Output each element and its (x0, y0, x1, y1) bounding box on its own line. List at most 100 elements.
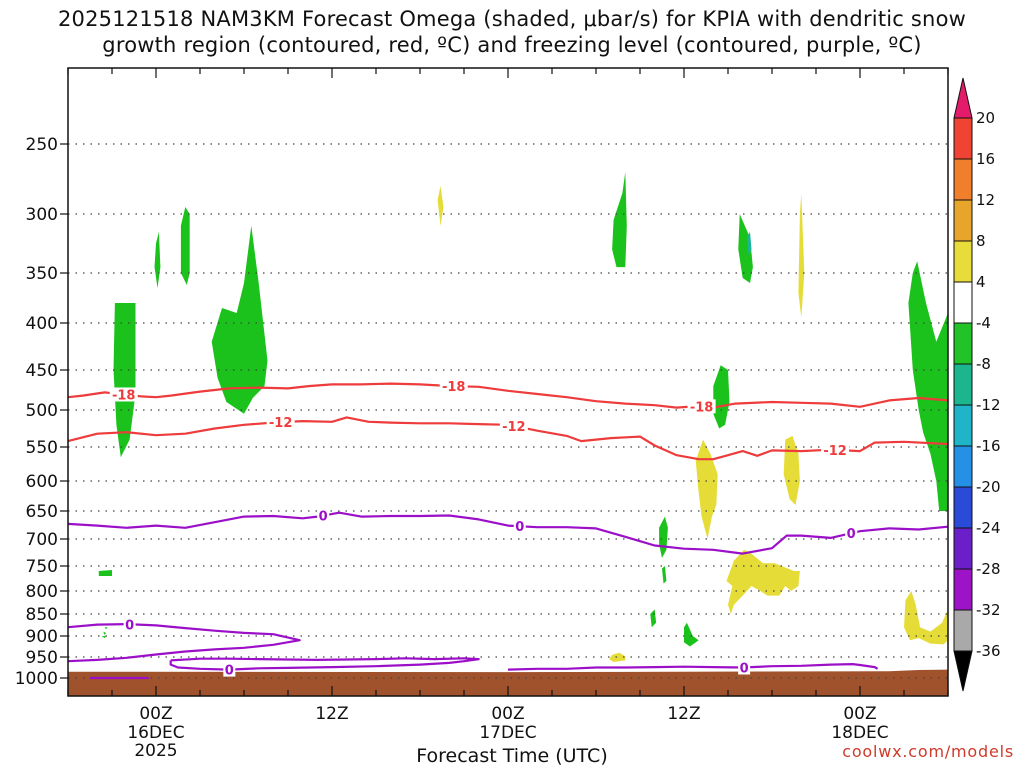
omega-cell (103, 631, 107, 636)
title-line-1: 2025121518 NAM3KM Forecast Omega (shaded… (57, 7, 966, 31)
freezing-level-contour (67, 511, 949, 555)
omega-cell (98, 570, 112, 576)
title-line-2: growth region (contoured, red, ºC) and f… (102, 33, 922, 57)
chart-title: 2025121518 NAM3KM Forecast Omega (shaded… (0, 6, 1024, 58)
colorbar-label: 8 (976, 232, 986, 250)
freezing-level-contour-label: 0 (319, 510, 328, 525)
colorbar-top-arrow (953, 77, 973, 119)
contour-label-bg (499, 418, 528, 433)
colorbar-box (953, 199, 973, 242)
x-tick-label: 00Z (843, 704, 876, 724)
contour-label-bg (845, 526, 858, 541)
x-tick-label: 12Z (315, 704, 348, 724)
y-tick-label: 700 (26, 530, 58, 550)
terrain-surface (68, 669, 948, 696)
colorbar-box (953, 117, 973, 160)
y-tick-label: 900 (26, 627, 58, 647)
x-tick-date: 18DEC (831, 723, 888, 743)
colorbar-box (953, 240, 973, 283)
omega-cell (783, 435, 800, 505)
omega-cell (798, 193, 805, 318)
colorbar-box (953, 322, 973, 365)
contour-label-bg (223, 662, 236, 677)
x-tick-date: 17DEC (479, 723, 536, 743)
x-tick-label: 12Z (667, 704, 700, 724)
y-tick-label: 800 (26, 582, 58, 602)
plot-frame (67, 67, 949, 697)
omega-shading (98, 172, 948, 662)
contour-label-bg (109, 387, 138, 402)
colorbar-label: -16 (976, 437, 1001, 455)
y-tick-label: 650 (26, 502, 58, 522)
omega-cell (154, 231, 161, 288)
contour-minus18-label: -18 (690, 400, 714, 415)
colorbar-label: -20 (976, 478, 1001, 496)
omega-cell (650, 609, 657, 628)
freezing-level-contour-label: 0 (515, 520, 524, 535)
surface-zero-contour (507, 663, 879, 671)
omega-cell (747, 231, 752, 256)
colorbar-label: -8 (976, 355, 991, 373)
colorbar-box (953, 568, 973, 611)
contour-label-bg (513, 519, 526, 534)
contour-minus12-label: -12 (823, 444, 847, 459)
omega-cell (101, 636, 107, 639)
y-tick-label: 450 (26, 361, 58, 381)
omega-cell (609, 652, 626, 662)
y-tick-label: 550 (26, 438, 58, 458)
colorbar-box (953, 445, 973, 488)
colorbar-box (953, 527, 973, 570)
omega-cell (738, 214, 753, 283)
omega-cell (908, 261, 948, 511)
omega-cell (113, 303, 136, 458)
colorbar-box (953, 609, 973, 652)
y-tick-label: 400 (26, 314, 58, 334)
colorbar-label: -28 (976, 560, 1001, 578)
y-tick-label: 250 (26, 135, 58, 155)
y-tick-label: 950 (26, 648, 58, 668)
y-tick-label: 750 (26, 557, 58, 577)
credit-text: coolwx.com/models (842, 742, 1014, 761)
colorbar-label: -12 (976, 396, 1001, 414)
colorbar-bottom-arrow (953, 650, 973, 692)
y-tick-label: 600 (26, 472, 58, 492)
contour-label-bg (687, 399, 716, 414)
contour-minus18-label: -18 (442, 380, 466, 395)
omega-cell (104, 627, 108, 630)
omega-cell (659, 516, 668, 558)
x-tick-year: 2025 (134, 741, 177, 761)
omega-cell (211, 225, 268, 414)
contour-label-bg (317, 508, 330, 523)
contour-minus12 (67, 416, 949, 461)
colorbar-label: -32 (976, 601, 1001, 619)
y-axis: 2503003504004505005506006507007508008509… (15, 135, 68, 689)
contour-label-bg (821, 442, 850, 457)
omega-cell (662, 566, 667, 584)
colorbar: 20 16 12 8 4 -4 -8 -12 -16 -20 -24 -28 -32 -36 (953, 77, 1001, 692)
x-tick-label: 00Z (139, 704, 172, 724)
x-axis-title: Forecast Time (UTC) (416, 745, 608, 767)
colorbar-label: -4 (976, 314, 991, 332)
contour-label-bg (123, 617, 136, 632)
surface-zero-contour (169, 657, 480, 671)
omega-cell (695, 439, 718, 539)
colorbar-label: 12 (976, 191, 995, 209)
surface-zero-contour (67, 623, 301, 663)
surface-zero-label: 0 (225, 664, 234, 679)
terrain-fill (68, 669, 948, 696)
colorbar-label: 16 (976, 150, 995, 168)
y-tick-label: 1000 (15, 669, 58, 689)
colorbar-label: -24 (976, 519, 1001, 537)
colorbar-box (953, 404, 973, 447)
colorbar-box (953, 158, 973, 201)
omega-cell (180, 207, 190, 285)
omega-cell (726, 549, 800, 614)
freezing-level-contour-label: 0 (847, 527, 856, 542)
y-tick-label: 500 (26, 401, 58, 421)
omega-cell (904, 591, 948, 645)
colorbar-box (953, 486, 973, 529)
contour-minus12-label: -12 (269, 416, 293, 431)
omega-cell (713, 365, 730, 429)
colorbar-box (953, 363, 973, 406)
